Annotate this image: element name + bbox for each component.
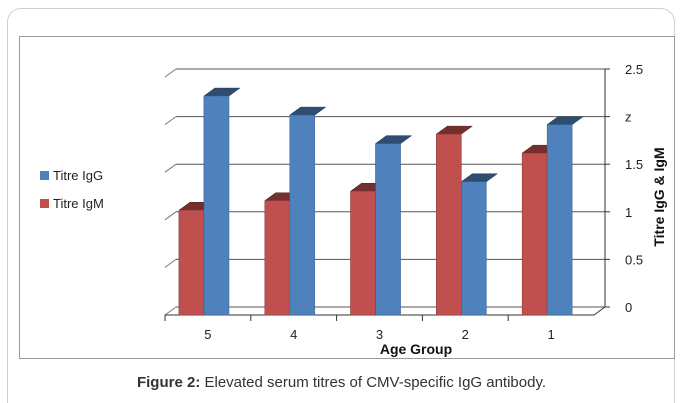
- figure-caption: Figure 2: Elevated serum titres of CMV-s…: [0, 374, 683, 391]
- bar-front: [264, 200, 291, 316]
- y-tick-label: z: [625, 110, 632, 125]
- bar-top: [546, 116, 584, 125]
- y-axis-title: Titre IgG & IgM: [651, 147, 667, 246]
- bar-front: [289, 114, 316, 316]
- bar-front: [546, 124, 573, 316]
- bar: [546, 116, 584, 316]
- legend-label: Titre IgG: [53, 168, 103, 183]
- bar-front: [521, 152, 548, 316]
- y-tick-label: 1.5: [625, 157, 643, 172]
- caption-text: Elevated serum titres of CMV-specific Ig…: [204, 374, 547, 391]
- y-tick-label: 2.5: [625, 62, 643, 77]
- bar: [435, 125, 474, 316]
- bar-front: [375, 143, 401, 316]
- legend-swatch: [40, 171, 49, 180]
- x-tick-label: 5: [204, 327, 211, 342]
- caption-label: Figure 2:: [136, 374, 201, 391]
- gridline-side: [164, 258, 177, 268]
- bar: [289, 106, 327, 316]
- bar-top: [374, 135, 413, 144]
- bar-front: [203, 95, 230, 316]
- gridline-side: [164, 306, 177, 316]
- chart-area: 0 0.5 1 1.5 z 2.5 5 4 3 2 1 Titre IgG Titre IgM Age G…: [19, 36, 675, 359]
- gridline-side: [164, 116, 177, 126]
- x-tick-label: 1: [547, 327, 554, 342]
- bar-top: [203, 87, 241, 97]
- legend-swatch: [40, 199, 49, 208]
- bar-top: [435, 125, 474, 135]
- bar-front: [436, 133, 462, 316]
- gridline-side: [164, 211, 177, 221]
- y-tick-label: 0.5: [625, 252, 643, 267]
- chart-svg: 0 0.5 1 1.5 z 2.5 5 4 3 2 1 Titre IgG Titre IgM Age G…: [40, 62, 667, 357]
- bar: [264, 192, 302, 316]
- floor-edge: [593, 306, 606, 316]
- bar: [521, 144, 559, 316]
- bar-top: [460, 173, 499, 182]
- bar: [178, 201, 216, 316]
- bar-top: [289, 106, 327, 116]
- bar: [203, 87, 241, 316]
- bar-front: [350, 190, 376, 316]
- legend-label: Titre IgM: [53, 196, 104, 211]
- x-axis-title: Age Group: [380, 341, 452, 357]
- x-tick-label: 2: [462, 327, 469, 342]
- bar: [374, 135, 413, 316]
- bar-front: [178, 210, 205, 316]
- bar: [460, 173, 499, 316]
- bar-front: [461, 181, 487, 316]
- y-tick-label: 1: [625, 205, 632, 220]
- x-tick-label: 3: [376, 327, 383, 342]
- x-tick-label: 4: [290, 327, 297, 342]
- gridline-side: [164, 163, 177, 173]
- gridline-side: [164, 68, 177, 78]
- y-tick-label: 0: [625, 300, 632, 315]
